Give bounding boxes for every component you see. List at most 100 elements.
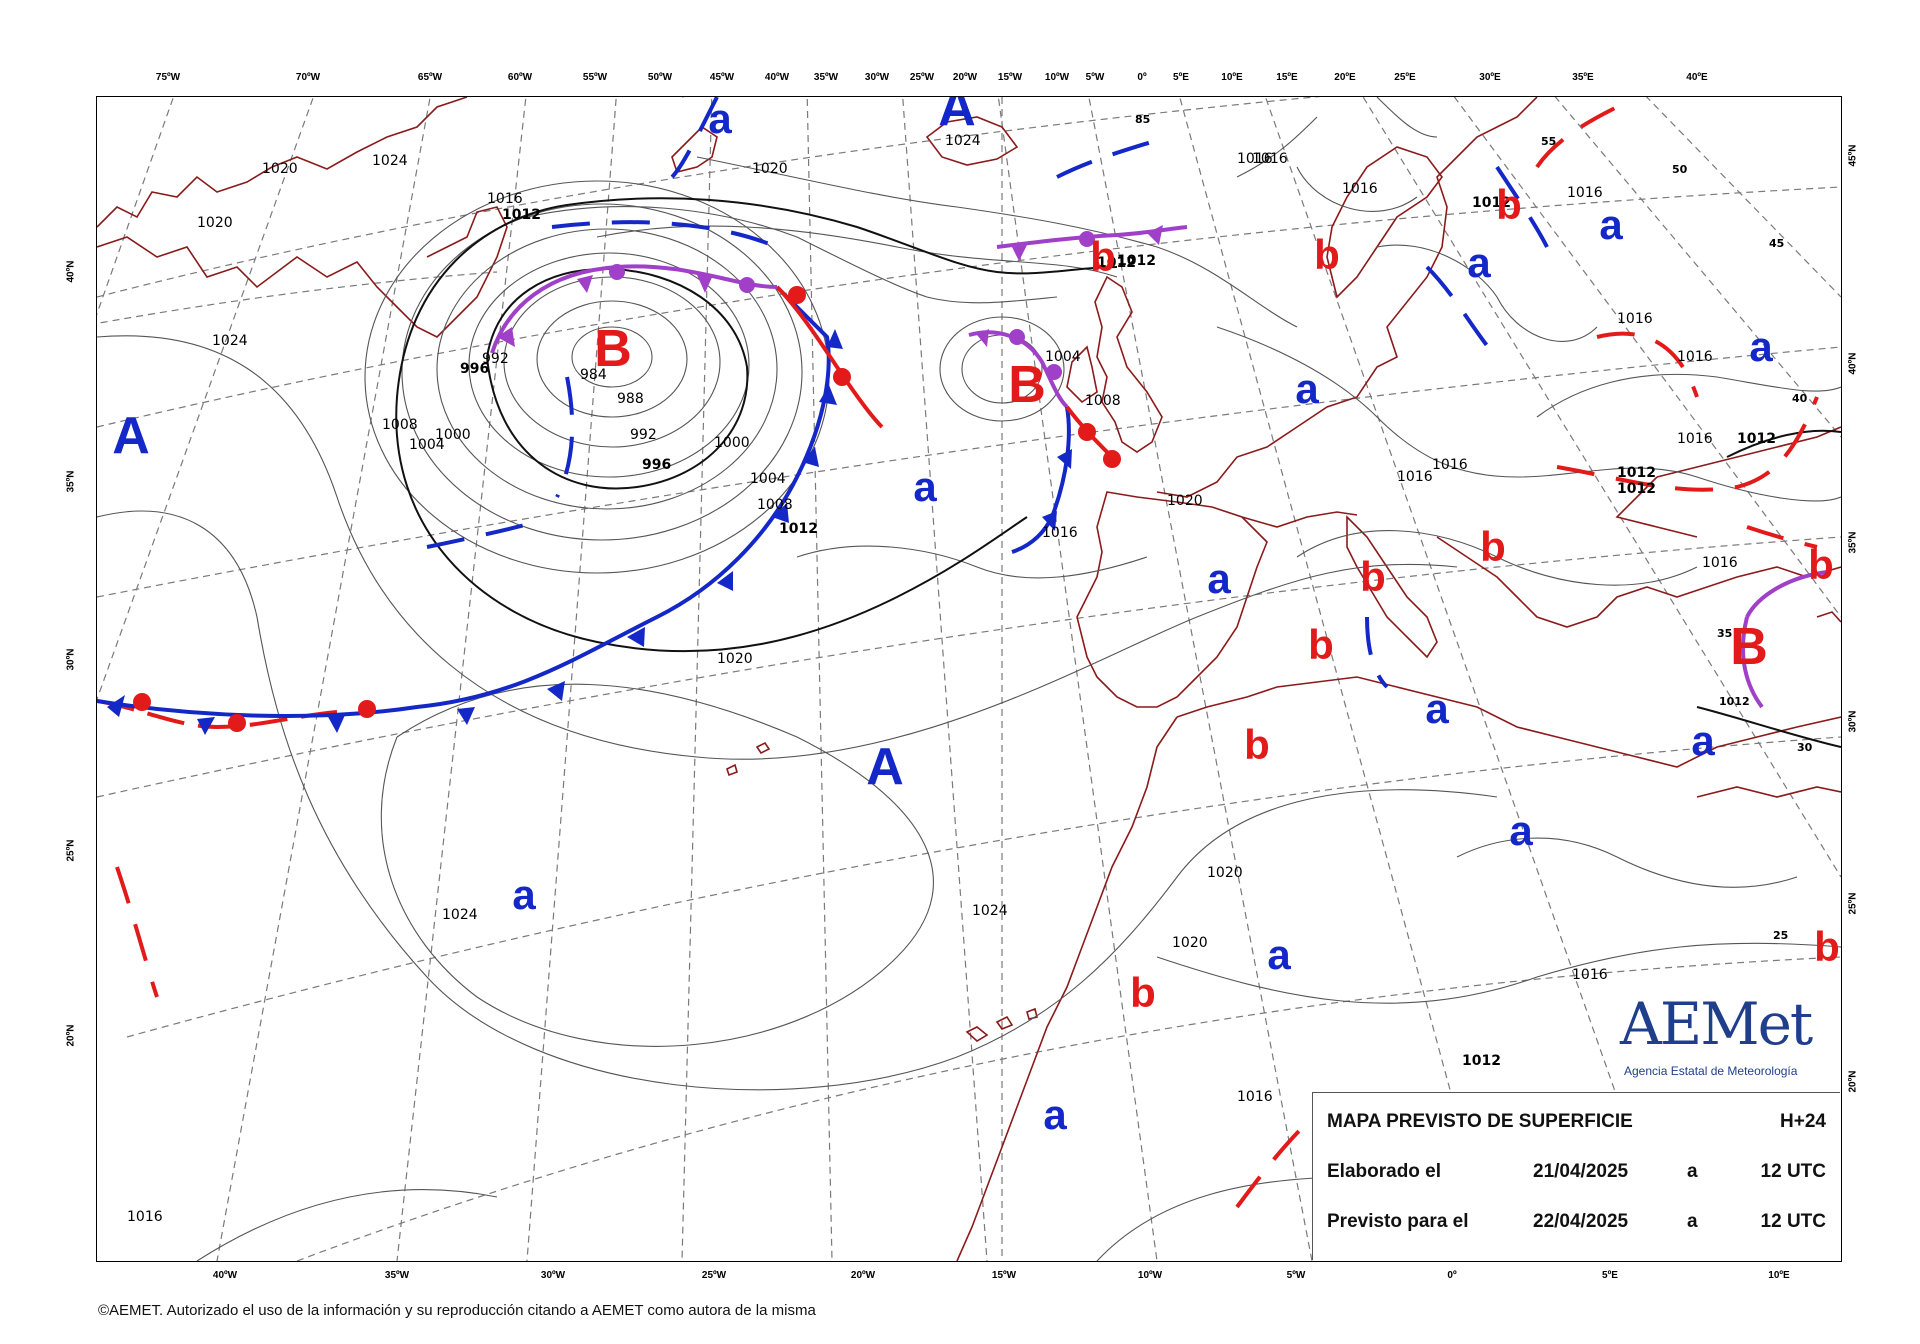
left-latitude-label: 40ºN [65,260,77,283]
isobar-label: 1008 [1085,393,1121,409]
isobar-label: 1024 [972,903,1008,919]
warm-front-symbol [1103,450,1121,468]
isobar-label: 1020 [752,161,788,177]
trough [1495,165,1549,248]
high-pressure-label: a [1467,239,1491,286]
right-latitude-label: 20ºN [1847,1070,1859,1093]
occluded-front-symbol [697,275,713,293]
isobar [526,206,1058,304]
occluded-front-symbol [1009,329,1025,345]
high-pressure-label: A [112,407,150,465]
cold-front [97,285,831,718]
latitude-line [97,271,498,325]
right-latitude-label: 25ºN [1847,892,1859,915]
latitude-line [97,536,1841,798]
top-longitude-label: 10ºE [1221,72,1243,83]
isobar [196,1189,498,1261]
top-longitude-label: 15ºW [997,72,1023,83]
top-longitude-label: 45ºW [709,72,735,83]
small-label: 30 [1797,741,1813,754]
latitude-line [97,186,1841,428]
low-pressure-label: b [1244,721,1270,768]
trough [551,220,778,249]
occluded-front-symbol [497,327,515,347]
trough [1425,265,1499,359]
top-longitude-label: 25ºW [909,72,935,83]
isobar-label: 1012 [1097,255,1136,271]
occluded-front-east [1745,570,1828,618]
high-pressure-label: a [1043,1091,1067,1138]
isobar [1296,530,1698,586]
coast-iceland [925,116,1019,166]
small-label: 1012 [1719,695,1750,708]
small-label: 55 [1541,135,1556,148]
aemet-logo: AEMet Agencia Estatal de Meteorología [1620,990,1838,1090]
isobar-label: 1020 [1172,935,1208,951]
isobar-label: 1016 [1237,151,1273,167]
info-made-row: Elaborado el 21/04/2025 a 12 UTC [1327,1161,1826,1187]
isobar [1536,373,1841,418]
isobar-label: 996 [642,457,671,473]
longitude-line [97,97,175,316]
small-label: 85 [1135,113,1150,126]
info-title-row: MAPA PREVISTO DE SUPERFICIE H+24 [1327,1111,1826,1137]
low-pressure-label: B [594,320,632,378]
isobar-label: 1024 [212,333,248,349]
coast-north-america [97,97,508,338]
right-latitude-label: 35ºN [1847,531,1859,554]
isobar-label: 1012 [779,521,818,537]
high-pressure-label: a [1207,555,1231,602]
low-pressure-label: b [1090,233,1116,280]
isobar-label: 1024 [442,907,478,923]
info-made-time: 12 UTC [1760,1161,1826,1182]
longitude-line [1088,97,1313,1261]
low-pressure-label: b [1360,553,1386,600]
warm-front-symbol [788,286,806,304]
bottom-longitude-label: 25ºW [701,1270,727,1281]
isobar-label: 1016 [1237,1089,1273,1105]
isobar-label: 1000 [714,435,750,451]
longitude-line [1264,97,1618,1098]
front-symbols [107,225,1163,735]
trough [670,97,719,179]
top-longitude-label: 65ºW [417,72,443,83]
occluded-front-symbol [577,275,593,293]
longitude-line [1179,97,1453,1098]
low-pressure-label: b [1308,621,1334,668]
graticule-grid [97,97,1841,1261]
isobar-label: 1012 [1617,481,1656,497]
coast-europe-north [1156,97,1538,498]
cold-front-symbol [107,695,125,717]
isobars-bold [395,197,1841,748]
isobar-label: 1016 [127,1209,163,1225]
coast-italy [1346,515,1438,659]
isobar [1236,97,1438,178]
occluded-front-symbol [739,277,755,293]
longitude-line [1362,97,1841,878]
trough [115,866,159,998]
isobar-label: 984 [580,367,607,383]
info-made-date: 21/04/2025 [1533,1161,1629,1182]
trough [1056,135,1168,179]
trough [1596,331,1699,398]
small-label: 50 [1672,163,1688,176]
isobar [1296,166,1598,342]
latitude-line [97,346,1841,598]
cold-front-symbol [1042,511,1057,531]
info-valid-a: a [1687,1211,1698,1232]
left-latitude-label: 25ºN [65,839,77,862]
weather-map: 1020 1024 1016 1012 1020 1024 1020 1016 … [96,96,1842,1262]
right-latitude-label: 40ºN [1847,352,1859,375]
info-title: MAPA PREVISTO DE SUPERFICIE [1327,1111,1633,1132]
cold-front-symbol [1057,449,1072,469]
bottom-longitude-label: 5ºW [1286,1270,1306,1281]
isobar-label: 1016 [1042,525,1078,541]
isobar-label: 1020 [717,651,753,667]
isobar-label: 1016 [1572,967,1608,983]
longitude-line [997,97,1158,1261]
bottom-longitude-label: 30ºW [540,1270,566,1281]
latitude-line [126,736,1841,1038]
logo-subtitle: Agencia Estatal de Meteorología [1624,1064,1798,1078]
isobar [380,683,934,1047]
isobar-ring [571,326,653,388]
